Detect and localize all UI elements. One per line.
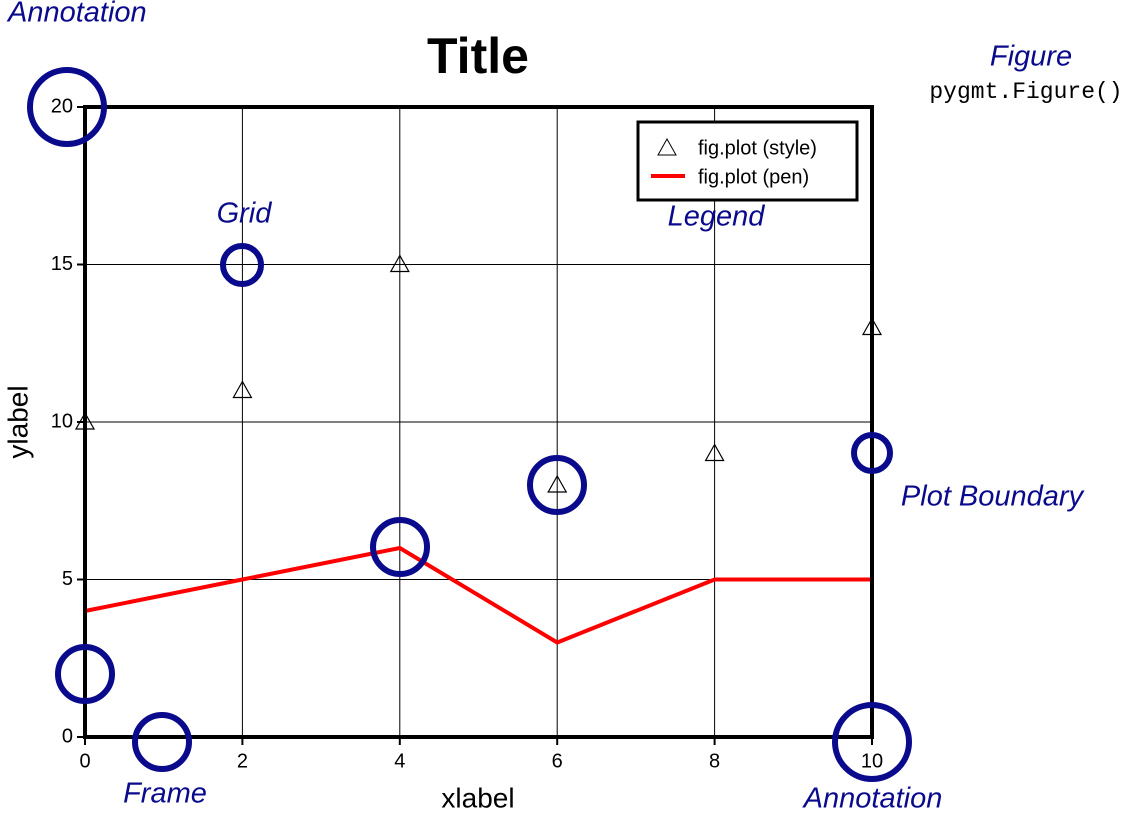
series-line [84,545,872,645]
chart-title: Title [427,28,529,84]
highlight-circle [132,712,192,772]
legend: fig.plot (style) fig.plot (pen) [636,120,859,202]
x-tick-label: 6 [552,750,563,772]
triangle-marker [232,380,253,399]
highlight-circle [832,702,912,782]
x-tick-label: 8 [709,750,720,772]
y-tick-label: 5 [62,568,73,590]
x-tick-label: 10 [861,750,883,772]
triangle-marker [389,254,410,273]
annotation: Annotation [6,0,147,29]
annotation: Annotation [802,783,943,813]
highlight-circle [27,67,107,147]
annotation: Plot Boundary [901,481,1085,513]
triangle-marker [704,443,725,462]
annotation: Legend [668,201,766,233]
annotation: Grid [217,198,273,230]
x-tick-label: 0 [79,750,90,772]
highlight-circle [220,243,264,287]
highlight-circle [851,432,893,474]
x-tick-label: 4 [394,750,405,772]
x-tick-label: 2 [237,750,248,772]
legend-label: fig.plot (style) [698,137,817,159]
y-tick-label: 15 [51,253,73,275]
x-axis-label: xlabel [441,782,514,813]
legend-label: fig.plot (pen) [698,166,809,188]
legend-marker [657,137,677,156]
annotation: Frame [123,778,207,810]
annotation: pygmt.Figure() [929,79,1122,105]
y-tick-label: 20 [51,95,73,117]
highlight-circle [55,644,115,704]
frame [83,105,874,739]
y-axis-label: ylabel [2,385,33,458]
y-tick-label: 0 [62,725,73,747]
highlight-circle [370,517,430,577]
annotations: Annotation Figure pygmt.Figure() Grid Le… [6,0,1123,813]
annotation: Figure [990,41,1072,73]
y-tick-label: 10 [51,410,73,432]
legend-box [636,120,859,202]
triangle-marker [547,474,568,493]
highlight-circle [527,455,587,515]
